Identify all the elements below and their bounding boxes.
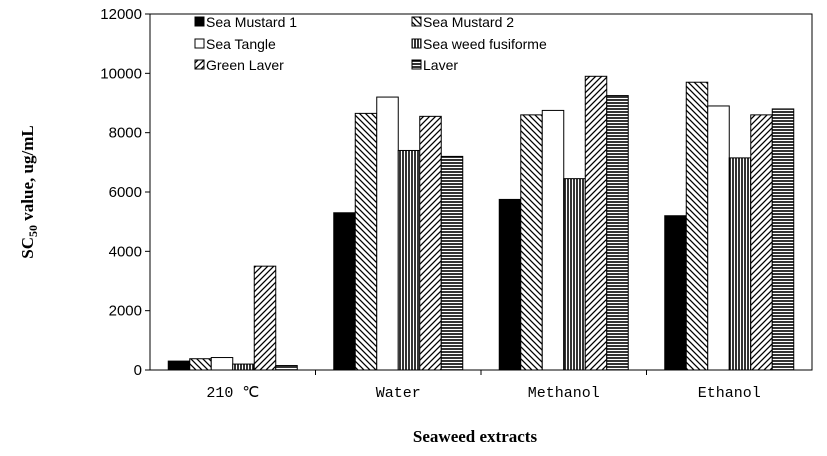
bar-sea-mustard-2-0 — [189, 358, 212, 371]
legend-label: Sea weed fusiforme — [423, 36, 547, 52]
bar-green-laver-3 — [750, 114, 773, 371]
bar-sea-mustard-1-3 — [664, 215, 687, 371]
legend-label: Sea Mustard 2 — [423, 14, 514, 30]
y-tick-label: 6000 — [109, 184, 142, 201]
bar-sea-weed-fusiforme-0 — [232, 363, 255, 371]
y-tick-label: 4000 — [109, 243, 142, 260]
bar-laver-0 — [275, 365, 298, 371]
bar-sea-tangle-2 — [541, 109, 565, 371]
bar-green-laver-0 — [253, 265, 277, 371]
y-tick-label: 10000 — [100, 65, 142, 82]
x-category-label: Ethanol — [698, 385, 761, 402]
y-tick-label: 8000 — [109, 125, 142, 142]
legend-swatch — [411, 59, 422, 70]
legend-swatch — [194, 59, 205, 70]
bar-sea-mustard-2-2 — [520, 114, 543, 371]
bar-laver-2 — [606, 95, 629, 371]
bar-sea-mustard-1-2 — [498, 198, 522, 371]
bars — [167, 75, 795, 371]
x-category-label: Water — [376, 385, 421, 402]
legend-label: Green Laver — [206, 57, 284, 73]
y-tick-label: 12000 — [100, 6, 142, 23]
y-axis-title-rest: value, ug/mL — [18, 125, 37, 225]
x-category-label: Methanol — [528, 385, 600, 402]
legend-swatch — [411, 38, 422, 49]
y-axis-title-main: SC — [18, 237, 37, 259]
bar-sea-mustard-1-0 — [167, 360, 191, 371]
legend: Sea Mustard 1 Sea Mustard 2 Sea Tangle Sea … — [194, 14, 547, 73]
bar-sea-mustard-1-1 — [333, 212, 356, 371]
bar-sea-weed-fusiforme-2 — [563, 178, 586, 371]
legend-swatch — [411, 16, 422, 27]
y-axis-title-subscript: 50 — [26, 225, 40, 237]
x-axis-ticks: 210 ℃ Water Methanol Ethanol — [206, 370, 761, 402]
bar-green-laver-2 — [584, 75, 608, 371]
y-tick-label: 0 — [134, 362, 142, 379]
x-category-label: 210 ℃ — [206, 385, 259, 402]
legend-label: Sea Tangle — [206, 36, 276, 52]
y-tick-label: 2000 — [109, 303, 142, 320]
legend-swatch — [194, 38, 205, 49]
bar-laver-3 — [771, 108, 795, 371]
bar-sea-weed-fusiforme-1 — [397, 149, 421, 371]
legend-swatch — [194, 16, 205, 27]
bar-sea-mustard-2-3 — [685, 81, 709, 371]
bar-sea-tangle-3 — [707, 105, 730, 371]
bar-green-laver-1 — [419, 115, 442, 371]
legend-label: Laver — [423, 57, 458, 73]
x-axis-title: Seaweed extracts — [413, 427, 538, 446]
bar-sea-tangle-0 — [210, 357, 234, 371]
bar-sea-mustard-2-1 — [354, 112, 378, 371]
y-axis-ticks: 0 2000 4000 6000 8000 10000 12000 — [100, 6, 150, 379]
bar-sea-tangle-1 — [376, 96, 399, 371]
bar-sea-weed-fusiforme-3 — [728, 157, 752, 371]
legend-label: Sea Mustard 1 — [206, 14, 297, 30]
bar-laver-1 — [440, 155, 464, 371]
y-axis-title: SC50 value, ug/mL — [18, 125, 40, 258]
